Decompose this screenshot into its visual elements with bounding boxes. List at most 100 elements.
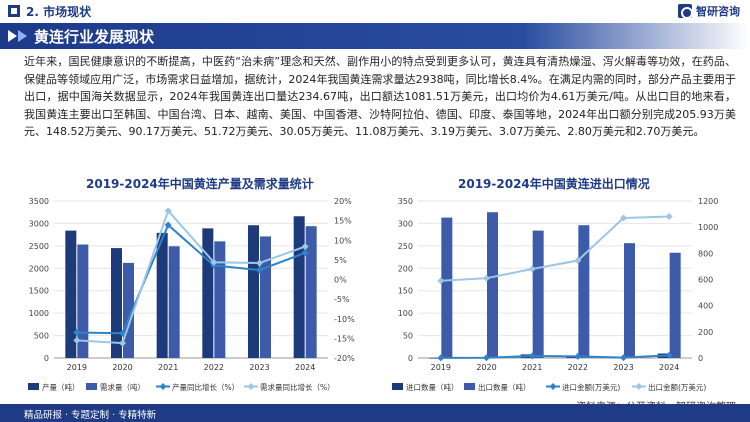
line-point bbox=[256, 259, 263, 267]
bar bbox=[441, 217, 453, 358]
x-tick-label: 2020 bbox=[476, 363, 496, 372]
title-arrow-icon bbox=[18, 30, 27, 42]
bar bbox=[156, 232, 168, 358]
line-point bbox=[256, 266, 263, 274]
legend-swatch bbox=[86, 383, 97, 390]
x-tick-label: 2021 bbox=[158, 363, 178, 372]
line-point bbox=[620, 214, 627, 222]
bar bbox=[65, 230, 77, 358]
bar bbox=[214, 241, 226, 358]
chart-title-import-export: 2019-2024年中国黄连进出口情况 bbox=[458, 177, 650, 191]
y2-tick-label: 400 bbox=[698, 302, 713, 311]
y-tick-label: 150 bbox=[398, 287, 413, 296]
footer-bar: 精品研报 · 专题定制 · 专精特新 bbox=[0, 404, 750, 422]
legend-swatch bbox=[159, 383, 167, 390]
chart-title-production-demand: 2019-2024年中国黄连产量及需求量统计 bbox=[86, 177, 314, 191]
y-tick-label: 100 bbox=[398, 309, 413, 318]
line-point bbox=[620, 354, 627, 362]
y2-tick-label: 15% bbox=[334, 217, 352, 226]
line-point bbox=[164, 207, 172, 215]
y2-tick-label: 1200 bbox=[698, 197, 718, 206]
y-tick-label: 500 bbox=[34, 332, 49, 341]
page-title: 黄连行业发展现状 bbox=[34, 28, 155, 46]
legend-label: 产量同比增长（%） bbox=[172, 382, 239, 392]
legend-swatch bbox=[549, 383, 557, 390]
bar bbox=[77, 244, 89, 358]
y2-tick-label: 200 bbox=[698, 328, 713, 337]
bar bbox=[532, 230, 544, 358]
y-tick-label: 350 bbox=[398, 197, 413, 206]
top-bar: 2. 市场现状 智研咨询 bbox=[0, 0, 750, 22]
line-point bbox=[301, 249, 309, 257]
legend-label: 进口金额(万美元) bbox=[562, 382, 620, 392]
body-paragraph: 近年来，国民健康意识的不断提高，中医药“治未病”理念和天然、副作用小的特点受到更… bbox=[24, 55, 736, 138]
x-tick-label: 2019 bbox=[67, 363, 87, 372]
y2-tick-label: -20% bbox=[334, 354, 355, 363]
y2-tick-label: -15% bbox=[334, 334, 355, 343]
logo-text: 智研咨询 bbox=[696, 5, 740, 18]
y-tick-label: 250 bbox=[398, 242, 413, 251]
line-point bbox=[73, 328, 81, 336]
y2-tick-label: -10% bbox=[334, 315, 355, 324]
y2-tick-label: 800 bbox=[698, 249, 713, 258]
y-tick-label: 50 bbox=[403, 332, 413, 341]
line-point bbox=[528, 265, 536, 273]
section-square-icon bbox=[8, 5, 20, 17]
bar bbox=[487, 212, 498, 358]
line-point bbox=[119, 339, 126, 347]
bar bbox=[168, 246, 180, 358]
section-title: 2. 市场现状 bbox=[26, 5, 92, 19]
line-point bbox=[483, 274, 490, 282]
y-tick-label: 1500 bbox=[29, 287, 49, 296]
line-point bbox=[483, 354, 490, 362]
legend-swatch bbox=[635, 383, 643, 390]
x-tick-label: 2024 bbox=[659, 363, 679, 372]
x-tick-label: 2023 bbox=[249, 363, 269, 372]
line-point bbox=[73, 336, 81, 344]
title-arrow-icon bbox=[8, 30, 17, 42]
line-point bbox=[665, 213, 673, 221]
x-tick-label: 2021 bbox=[522, 363, 542, 372]
legend-swatch bbox=[464, 383, 475, 390]
y2-tick-label: 5% bbox=[334, 256, 347, 265]
line-point bbox=[574, 257, 582, 265]
x-tick-label: 2022 bbox=[568, 363, 588, 372]
bar bbox=[111, 248, 122, 358]
legend-label: 出口金额(万美元) bbox=[648, 382, 706, 392]
y2-tick-label: 10% bbox=[334, 236, 352, 245]
bar bbox=[305, 226, 317, 358]
line-point bbox=[164, 221, 172, 229]
series-line bbox=[76, 223, 306, 335]
y2-tick-label: -5% bbox=[334, 295, 350, 304]
y2-tick-label: 600 bbox=[698, 276, 713, 285]
x-tick-label: 2022 bbox=[204, 363, 224, 372]
legend-swatch bbox=[392, 383, 403, 390]
y2-tick-label: 0 bbox=[698, 354, 703, 363]
title-band: 黄连行业发展现状 bbox=[0, 23, 750, 49]
bar bbox=[624, 243, 635, 358]
y-tick-label: 2500 bbox=[29, 242, 49, 251]
legend-swatch bbox=[247, 383, 255, 390]
import-export-chart: 0 50 100 150 200 250 300 350 0 200 400 600 800 1000 12… bbox=[392, 197, 718, 392]
bar bbox=[429, 357, 441, 359]
line-point bbox=[528, 352, 536, 360]
production-demand-chart: 0 500 1000 1500 2000 2500 3000 3500 -20% -15% -10%… bbox=[28, 197, 355, 392]
line-point bbox=[665, 351, 673, 359]
y-tick-label: 200 bbox=[398, 264, 413, 273]
footer-slogan: 精品研报 · 专题定制 · 专精特新 bbox=[24, 410, 157, 421]
bar bbox=[123, 262, 134, 358]
y-tick-label: 2000 bbox=[29, 264, 49, 273]
bar bbox=[578, 225, 590, 358]
series-line bbox=[76, 208, 306, 345]
brand-logo: 智研咨询 bbox=[678, 3, 740, 19]
series-line bbox=[440, 215, 670, 282]
line-point bbox=[574, 352, 582, 360]
y-tick-label: 300 bbox=[398, 219, 413, 228]
bar bbox=[202, 228, 214, 358]
bar bbox=[293, 216, 305, 358]
y-tick-label: 3000 bbox=[29, 219, 49, 228]
y-tick-label: 0 bbox=[44, 354, 49, 363]
line-point bbox=[437, 277, 445, 285]
legend-label: 需求量同比增长（%） bbox=[260, 382, 335, 392]
line-point bbox=[210, 258, 218, 266]
